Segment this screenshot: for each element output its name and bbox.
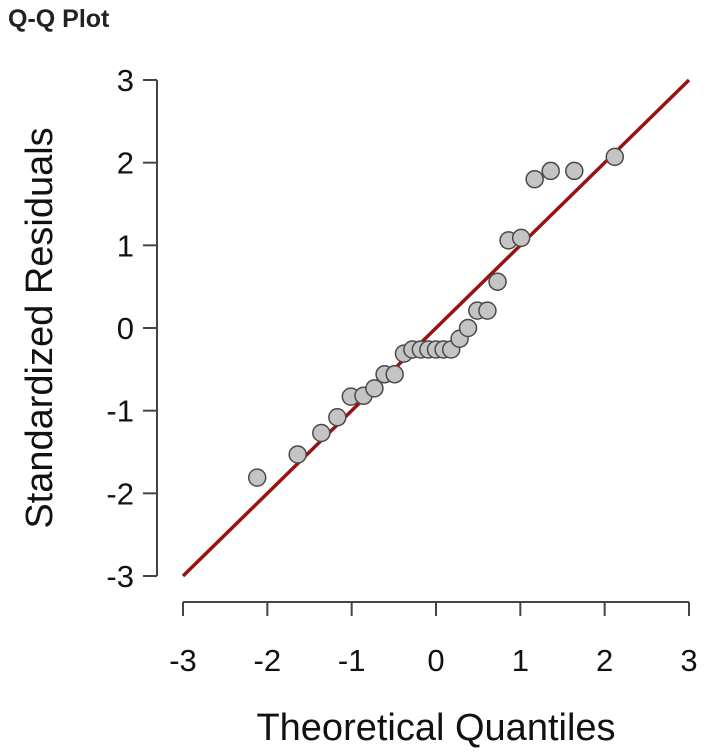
- x-tick-label: -1: [338, 643, 366, 678]
- data-point: [328, 408, 347, 427]
- y-tick-label: -3: [106, 559, 134, 594]
- data-point: [488, 272, 507, 291]
- data-points-group: [247, 147, 625, 487]
- data-point: [365, 379, 384, 398]
- data-point: [541, 161, 560, 181]
- data-point: [605, 147, 625, 167]
- axes-group: -3 -2 -1 0 1 2 3 -3 -2 -1 0 1 2 3: [106, 63, 697, 678]
- y-axis-title: Standardized Residuals: [19, 127, 61, 528]
- y-tick-label: 3: [117, 63, 134, 98]
- reference-line: [181, 78, 691, 578]
- page-title: Q-Q Plot: [8, 5, 110, 33]
- data-point: [385, 365, 404, 384]
- data-point: [525, 169, 544, 189]
- x-tick-label: 0: [427, 643, 444, 678]
- x-axis-title: Theoretical Quantiles: [256, 707, 615, 749]
- data-point: [511, 228, 531, 248]
- x-tick-label: -2: [254, 643, 282, 678]
- data-point: [478, 301, 497, 320]
- x-tick-label: 2: [596, 643, 613, 678]
- x-tick-label: 1: [512, 643, 529, 678]
- reference-line-group: [181, 78, 691, 578]
- y-tick-label: 0: [117, 311, 134, 346]
- data-point: [312, 423, 331, 443]
- data-point: [247, 468, 267, 487]
- data-point: [565, 161, 584, 181]
- y-tick-label: 1: [117, 228, 134, 263]
- x-tick-label: -3: [169, 643, 197, 678]
- y-tick-label: -2: [106, 476, 134, 511]
- x-tick-label: 3: [680, 643, 697, 678]
- data-point: [458, 318, 478, 338]
- y-tick-label: -1: [106, 394, 134, 429]
- y-tick-label: 2: [117, 146, 134, 181]
- data-point: [288, 445, 307, 464]
